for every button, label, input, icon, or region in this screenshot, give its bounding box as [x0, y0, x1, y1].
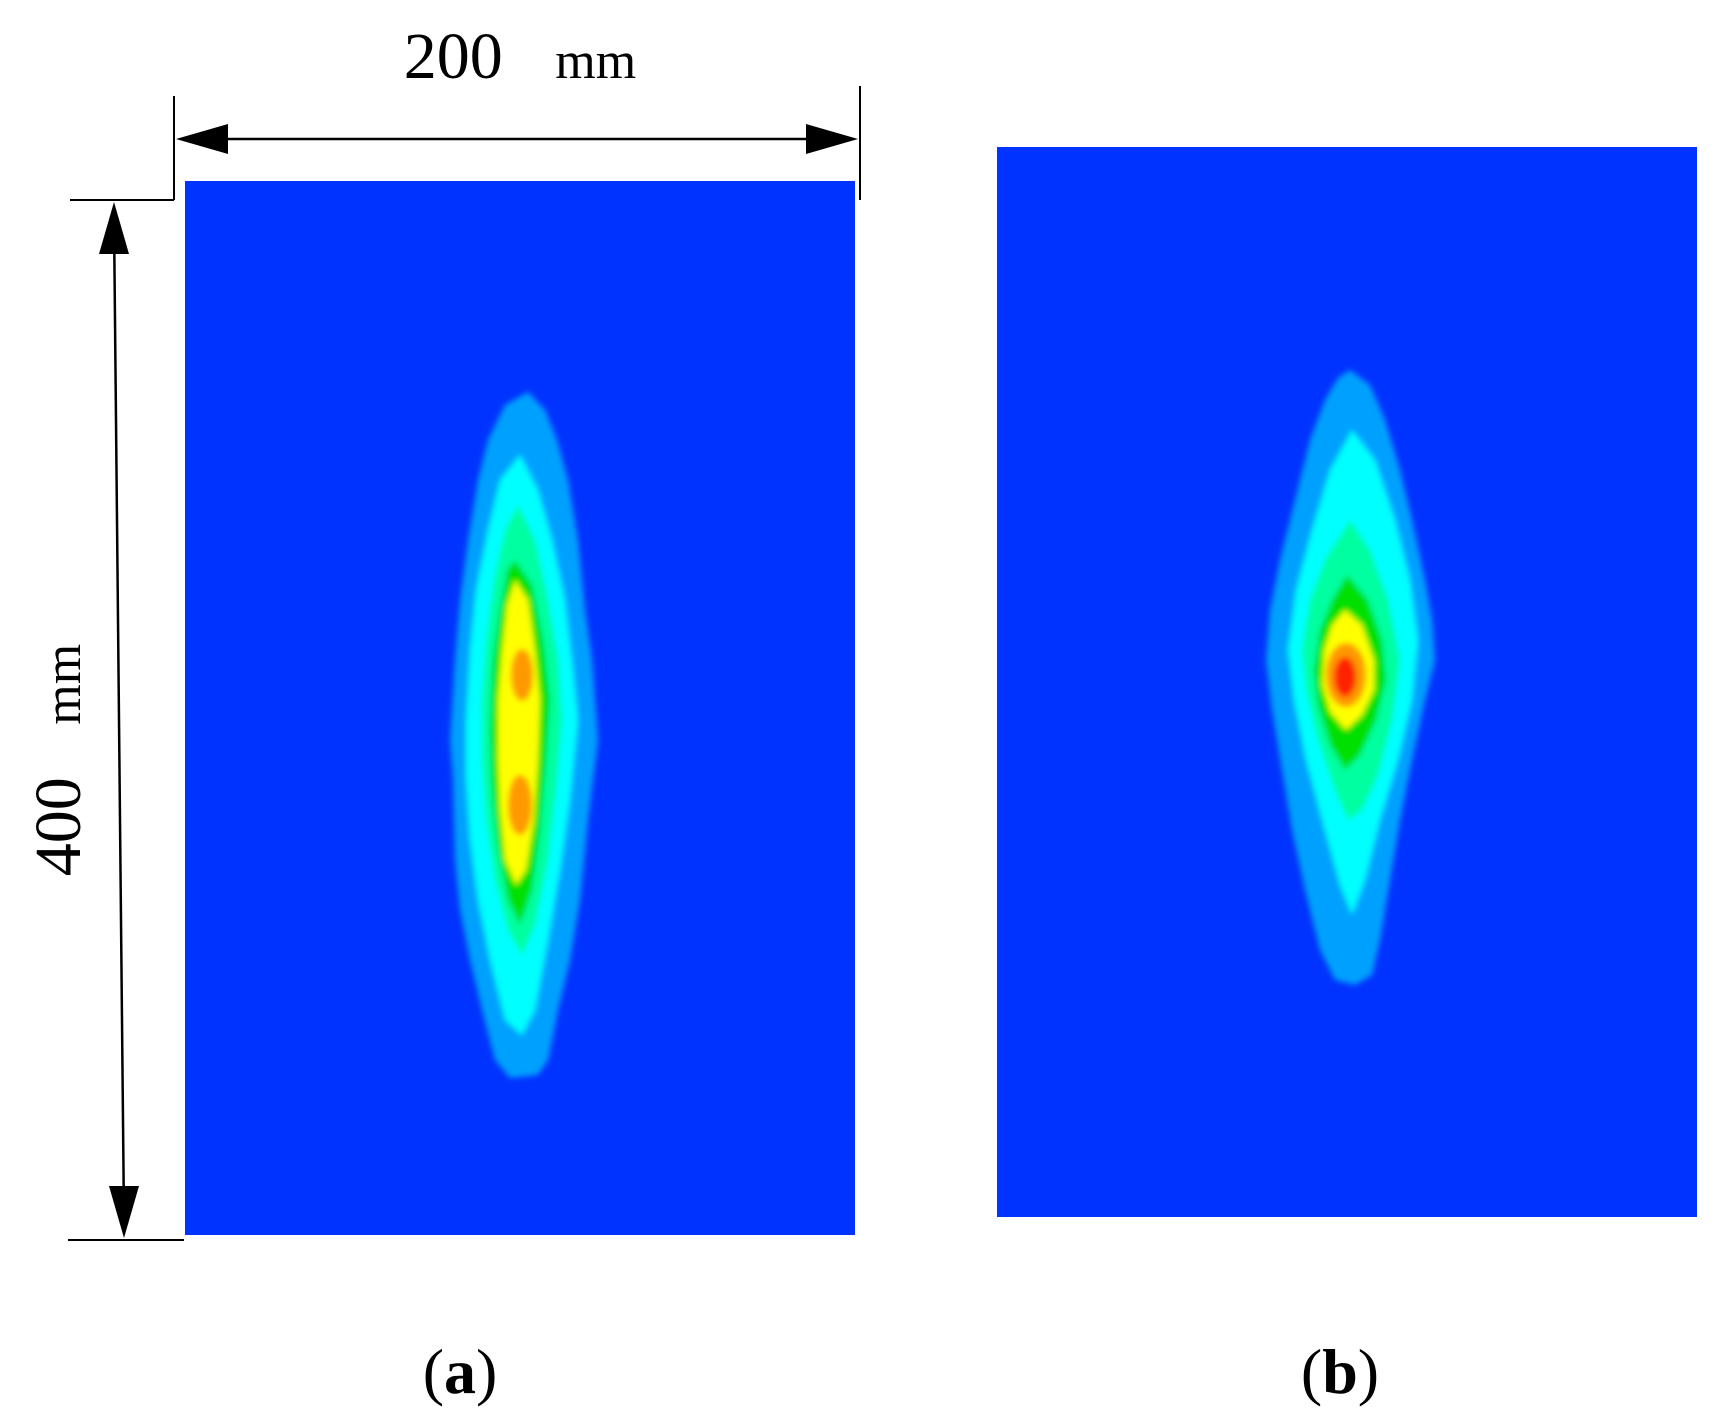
width-arrow-left-icon [176, 124, 228, 154]
panel-b-label-open: ( [1301, 1336, 1322, 1407]
width-dimension: 200 mm [70, 20, 861, 201]
width-dimension-value: 200 [404, 20, 503, 93]
panel-a: 200 mm 400 mm (a) [22, 20, 861, 1407]
height-dimension-line [112, 219, 126, 1221]
svg-text:(b): (b) [1301, 1336, 1379, 1407]
panel-b-contour-plume [1266, 370, 1435, 985]
svg-text:200 mm: 200 mm [404, 20, 636, 93]
panel-b-label-close: ) [1358, 1336, 1379, 1407]
height-arrow-top-icon [99, 202, 129, 254]
panel-b: (b) [997, 147, 1697, 1407]
panel-a-label-close: ) [476, 1336, 497, 1407]
svg-text:400 mm: 400 mm [22, 644, 95, 876]
panel-a-contour-plume [450, 392, 598, 1078]
panel-b-label-letter: b [1322, 1336, 1358, 1407]
width-dimension-unit: mm [555, 33, 636, 90]
height-dimension: 400 mm [22, 202, 184, 1241]
height-dimension-value: 400 [22, 777, 95, 876]
svg-text:(a): (a) [423, 1336, 498, 1407]
panel-a-label-letter: a [444, 1336, 476, 1407]
width-arrow-right-icon [806, 124, 858, 154]
height-dimension-unit: mm [35, 644, 92, 725]
height-arrow-bottom-icon [109, 1186, 139, 1238]
panel-a-label-open: ( [423, 1336, 444, 1407]
